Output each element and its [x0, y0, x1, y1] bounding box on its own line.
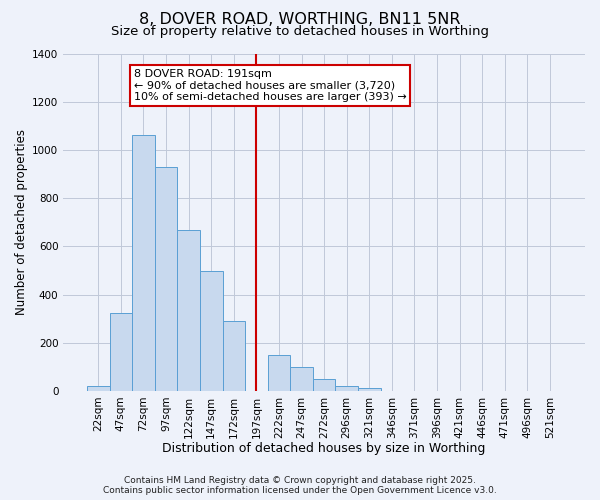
Bar — [178, 230, 200, 391]
Bar — [335, 386, 358, 391]
Text: 8, DOVER ROAD, WORTHING, BN11 5NR: 8, DOVER ROAD, WORTHING, BN11 5NR — [139, 12, 461, 28]
Bar — [200, 270, 223, 391]
Text: 8 DOVER ROAD: 191sqm
← 90% of detached houses are smaller (3,720)
10% of semi-de: 8 DOVER ROAD: 191sqm ← 90% of detached h… — [134, 69, 406, 102]
Text: Contains public sector information licensed under the Open Government Licence v3: Contains public sector information licen… — [103, 486, 497, 495]
X-axis label: Distribution of detached houses by size in Worthing: Distribution of detached houses by size … — [163, 442, 486, 455]
Bar — [87, 386, 110, 391]
Text: Size of property relative to detached houses in Worthing: Size of property relative to detached ho… — [111, 25, 489, 38]
Y-axis label: Number of detached properties: Number of detached properties — [15, 130, 28, 316]
Text: Contains HM Land Registry data © Crown copyright and database right 2025.: Contains HM Land Registry data © Crown c… — [124, 476, 476, 485]
Bar — [155, 167, 178, 391]
Bar — [223, 321, 245, 391]
Bar — [110, 312, 132, 391]
Bar — [358, 388, 380, 391]
Bar — [268, 355, 290, 391]
Bar — [132, 134, 155, 391]
Bar — [290, 367, 313, 391]
Bar — [313, 380, 335, 391]
